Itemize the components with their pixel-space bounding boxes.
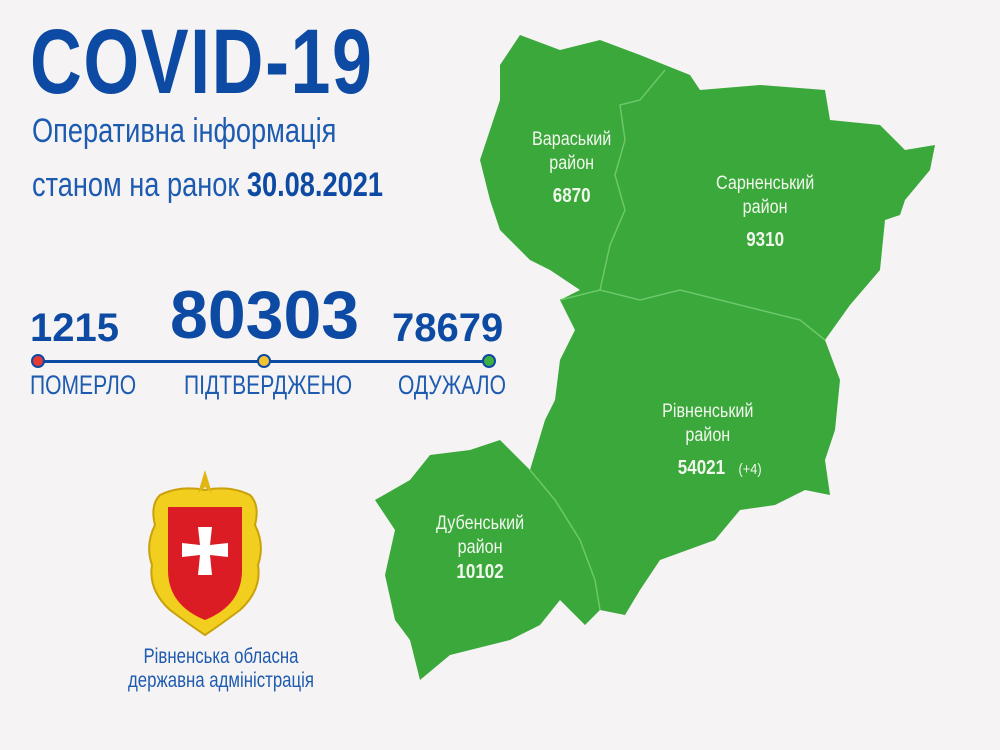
org-line-2: державна адміністрація (128, 669, 314, 692)
deaths-label: ПОМЕРЛО (30, 370, 137, 400)
recovered-count: 78679 (392, 306, 504, 350)
district-count: 54021 (677, 457, 726, 479)
deaths-count: 1215 (30, 306, 119, 350)
district-sarny: Сарненський район 9310 (716, 172, 814, 252)
district-type: район (549, 153, 595, 174)
district-delta: (+4) (738, 461, 762, 478)
boundary-north-rivne (559, 289, 826, 341)
confirmed-dot (257, 354, 271, 368)
boundary-rivne-dubno (529, 469, 601, 611)
district-count: 10102 (456, 561, 504, 583)
district-name: Рівненський (662, 401, 754, 422)
confirmed-count: 80303 (170, 277, 360, 353)
district-name: Дубенський (436, 513, 525, 534)
confirmed-label: ПІДТВЕРДЖЕНО (184, 370, 353, 400)
organization-name: Рівненська обласна державна адміністраці… (128, 645, 314, 693)
recovered-dot (482, 354, 496, 368)
boundary-varash-sarny (599, 69, 666, 291)
subtitle-prefix: станом на ранок (32, 166, 240, 204)
report-date: 30.08.2021 (246, 166, 383, 204)
district-name: Сарненський (716, 173, 815, 194)
district-type: район (685, 425, 731, 446)
district-varash: Вараський район 6870 (532, 128, 611, 208)
org-line-1: Рівненська обласна (143, 645, 299, 668)
district-dubno: Дубенський район 10102 (436, 512, 524, 584)
district-count: 6870 (552, 185, 591, 207)
region-outline (375, 35, 935, 680)
district-type: район (742, 197, 788, 218)
district-count: 9310 (746, 229, 785, 251)
district-type: район (457, 537, 503, 558)
district-rivne: Рівненський район 54021 (+4) (654, 400, 762, 482)
coat-of-arms (148, 470, 262, 637)
deaths-dot (31, 354, 45, 368)
subtitle-date-line: станом на ранок 30.08.2021 (32, 166, 383, 205)
recovered-label: ОДУЖАЛО (398, 370, 506, 400)
subtitle: Оперативна інформація (32, 112, 337, 150)
page-title: COVID-19 (30, 11, 374, 113)
district-name: Вараський (532, 129, 612, 150)
